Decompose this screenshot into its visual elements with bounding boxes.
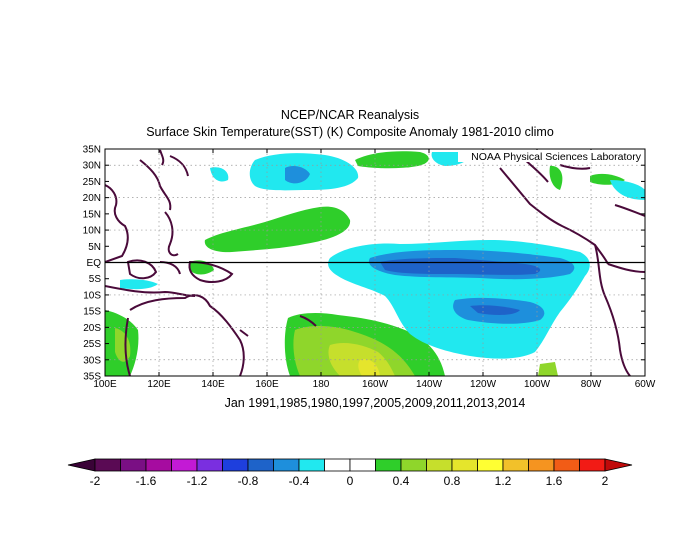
colorbar-swatch	[324, 458, 351, 472]
lat-labels: 35N 30N 25N 20N 15N 10N 5N EQ 5S 10S 15S 20S 25S 30S 3…	[83, 145, 645, 383]
colorbar-swatch	[528, 458, 555, 472]
lon-label: 60W	[635, 379, 656, 390]
lon-labels: 100E 120E 140E 160E 180 160W 140W 120W 100W 80W 60…	[93, 149, 656, 390]
colorbar-label: -1.2	[187, 474, 208, 488]
credit-text: NOAA Physical Sciences Laboratory	[471, 151, 642, 163]
composite-caption: Jan 1991,1985,1980,1997,2005,2009,2011,2…	[224, 396, 526, 410]
colorbar-swatch	[273, 458, 300, 472]
lon-label: 100E	[93, 379, 117, 390]
lat-label: 30S	[83, 355, 101, 366]
lat-label: 30N	[83, 161, 101, 172]
colorbar-swatch	[298, 458, 325, 472]
colorbar-label: 2	[602, 474, 609, 488]
colorbar-swatch	[553, 458, 580, 472]
lat-label: 10N	[83, 226, 101, 237]
colorbar-label: 1.2	[495, 474, 512, 488]
lat-label: 35N	[83, 145, 101, 156]
map-title: NCEP/NCAR Reanalysis	[280, 108, 420, 122]
colorbar-label: 0.4	[393, 474, 410, 488]
colorbar-label: -1.6	[136, 474, 157, 488]
colorbar-swatch	[94, 458, 121, 472]
colorbar-label: -0.4	[289, 474, 310, 488]
colorbar-label: 0	[347, 474, 354, 488]
lat-label: 20N	[83, 193, 101, 204]
lon-label: 100W	[524, 379, 551, 390]
lat-label: 15N	[83, 209, 101, 220]
lat-label: 35S	[83, 372, 101, 383]
colorbar-swatch	[502, 458, 529, 472]
colorbar-swatch	[426, 458, 453, 472]
lat-label: 25S	[83, 339, 101, 350]
colorbar-swatch	[222, 458, 249, 472]
colorbar-swatch	[120, 458, 147, 472]
lat-label: 10S	[83, 290, 101, 301]
colorbar-label: 0.8	[444, 474, 461, 488]
colorbar-high-arrow	[604, 458, 633, 472]
lon-label: 140E	[201, 379, 225, 390]
lat-label: EQ	[87, 258, 102, 269]
lon-label: 140W	[416, 379, 443, 390]
colorbar-swatch	[171, 458, 198, 472]
colorbar-label: -0.8	[238, 474, 259, 488]
lat-label: 20S	[83, 323, 101, 334]
lat-label: 5N	[88, 242, 101, 253]
colorbar-swatch	[451, 458, 478, 472]
lat-label: 25N	[83, 177, 101, 188]
lon-label: 160W	[362, 379, 389, 390]
colorbar: -2 -1.6 -1.2 -0.8 -0.4 0 0.4 0.8 1.2 1.6 2	[67, 458, 633, 488]
colorbar-swatch	[349, 458, 376, 472]
lon-label: 120W	[470, 379, 497, 390]
colorbar-low-arrow	[67, 458, 96, 472]
colorbar-swatch	[477, 458, 504, 472]
colorbar-swatch	[579, 458, 606, 472]
colorbar-swatch	[247, 458, 274, 472]
lon-label: 180	[313, 379, 330, 390]
lat-label: 15S	[83, 307, 101, 318]
map-subtitle: Surface Skin Temperature(SST) (K) Compos…	[146, 125, 554, 139]
colorbar-swatch	[196, 458, 223, 472]
colorbar-label: 1.6	[546, 474, 563, 488]
warm-anomaly-north-pacific	[204, 206, 351, 253]
colorbar-swatch	[375, 458, 402, 472]
lon-label: 120E	[147, 379, 171, 390]
colorbar-swatch	[400, 458, 427, 472]
lat-label: 5S	[89, 274, 102, 285]
lon-label: 160E	[255, 379, 279, 390]
colorbar-label: -2	[90, 474, 101, 488]
colorbar-swatch	[145, 458, 172, 472]
lon-label: 80W	[581, 379, 602, 390]
